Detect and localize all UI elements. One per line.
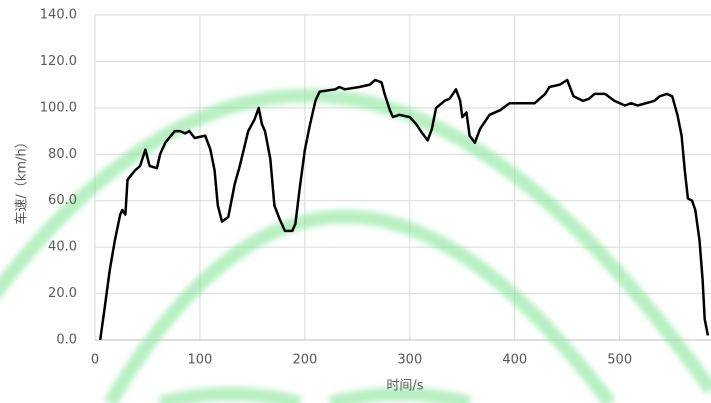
y-tick-label: 100.0 [40, 100, 77, 115]
y-tick-label: 80.0 [48, 147, 77, 162]
y-tick-label: 60.0 [48, 193, 77, 208]
y-tick-label: 120.0 [40, 54, 77, 69]
y-tick-label: 140.0 [40, 8, 77, 23]
y-tick-label: 40.0 [48, 240, 77, 255]
x-tick-label: 300 [397, 353, 422, 368]
watermark [0, 88, 711, 403]
y-tick-label: 20.0 [48, 286, 77, 301]
watermark-arc [0, 88, 711, 395]
speed-line [98, 78, 710, 341]
x-tick-label: 200 [292, 353, 317, 368]
x-tick-label: 100 [188, 353, 213, 368]
y-tick-label: 0.0 [56, 333, 77, 348]
x-tick-label: 400 [502, 353, 527, 368]
x-tick-label: 0 [91, 353, 99, 368]
watermark-arc [158, 387, 302, 403]
watermark-arc [103, 209, 616, 403]
x-axis-label: 时间/s [386, 379, 423, 394]
watermark-arc [328, 387, 472, 403]
x-tick-label: 500 [607, 353, 632, 368]
y-axis-label: 车速/（km/h） [14, 135, 30, 224]
